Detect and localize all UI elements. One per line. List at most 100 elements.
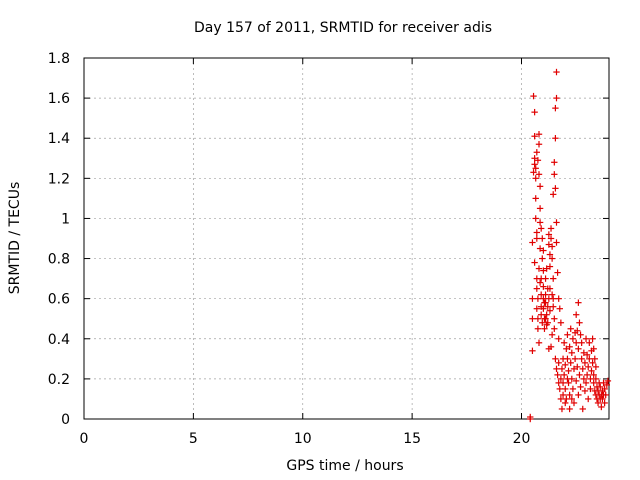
data-point [559, 379, 567, 387]
data-point [533, 229, 541, 236]
data-point [560, 371, 568, 379]
data-point [592, 363, 600, 371]
data-point [536, 183, 544, 190]
data-point [552, 185, 559, 192]
data-point [601, 385, 608, 393]
y-tick-label: 1 [61, 211, 70, 227]
data-point [552, 104, 559, 112]
chart-title: Day 157 of 2011, SRMTID for receiver adi… [194, 20, 492, 36]
data-point [552, 135, 559, 142]
data-point [551, 159, 558, 166]
data-point [535, 131, 543, 138]
y-tick-label: 1.2 [48, 171, 70, 187]
data-point [529, 347, 536, 355]
data-point [557, 375, 565, 383]
data-point [589, 335, 596, 342]
data-point [550, 295, 557, 302]
data-point [537, 225, 545, 232]
data-point [580, 349, 588, 357]
data-point [541, 325, 548, 332]
data-point [583, 351, 591, 359]
data-point [532, 165, 539, 172]
data-point [540, 305, 547, 312]
data-point [581, 359, 589, 367]
data-point [531, 259, 538, 266]
data-point [555, 335, 562, 342]
data-point [582, 379, 590, 387]
data-point [545, 231, 553, 238]
data-point [600, 379, 607, 387]
y-axis-label: SRMTID / TECUs [7, 182, 23, 295]
y-tick-label: 0.6 [48, 292, 70, 308]
data-point [601, 399, 608, 407]
data-point [556, 385, 563, 393]
data-point [575, 391, 582, 399]
data-point [535, 265, 543, 272]
data-point [534, 157, 542, 164]
data-point [550, 275, 557, 282]
data-point [565, 379, 572, 387]
data-point [590, 345, 597, 353]
data-point [535, 171, 543, 178]
data-point [602, 391, 609, 399]
y-tick-label: 0.8 [48, 252, 70, 268]
data-point [546, 307, 554, 314]
data-point [552, 355, 559, 363]
data-point [574, 363, 581, 371]
data-point [585, 395, 592, 403]
data-point [527, 413, 534, 421]
data-point [564, 375, 571, 383]
data-point [539, 255, 546, 262]
data-point [565, 367, 572, 375]
data-point [542, 291, 549, 298]
data-point [582, 335, 590, 342]
data-point [574, 327, 581, 334]
data-point [553, 365, 560, 373]
data-point [534, 315, 542, 322]
data-point [588, 367, 595, 375]
data-point [575, 345, 582, 353]
y-tick-label: 0 [61, 412, 70, 428]
data-point [578, 339, 585, 346]
data-point [577, 331, 584, 338]
data-point [550, 191, 557, 198]
data-point [567, 359, 574, 367]
data-point [531, 133, 538, 140]
data-point [539, 235, 546, 242]
data-point [550, 303, 557, 310]
data-point [533, 149, 541, 156]
data-point [533, 235, 541, 242]
data-point [537, 275, 545, 282]
data-point [535, 141, 543, 148]
data-point [544, 303, 551, 310]
data-point [533, 305, 541, 312]
data-point [603, 381, 611, 389]
data-point [548, 291, 556, 298]
data-point [566, 391, 573, 399]
data-point [531, 108, 538, 116]
x-tick-label: 15 [403, 431, 421, 447]
data-point [540, 247, 547, 254]
data-point [543, 265, 550, 272]
data-point [531, 161, 538, 168]
data-point [558, 405, 566, 413]
data-point [548, 255, 556, 262]
data-point [577, 383, 584, 391]
data-point [566, 343, 573, 350]
data-point [560, 339, 568, 346]
data-point [558, 365, 566, 373]
y-tick-label: 0.2 [48, 372, 70, 388]
data-point [557, 395, 565, 403]
data-point [564, 355, 571, 363]
data-point [542, 315, 549, 322]
data-point [529, 295, 536, 302]
data-point [536, 205, 544, 212]
data-point [563, 345, 570, 353]
data-point [532, 215, 539, 222]
data-point [555, 359, 562, 367]
data-point [553, 239, 560, 246]
data-point [546, 285, 554, 292]
data-point [540, 283, 547, 290]
data-point [569, 335, 577, 342]
data-point [587, 375, 594, 383]
